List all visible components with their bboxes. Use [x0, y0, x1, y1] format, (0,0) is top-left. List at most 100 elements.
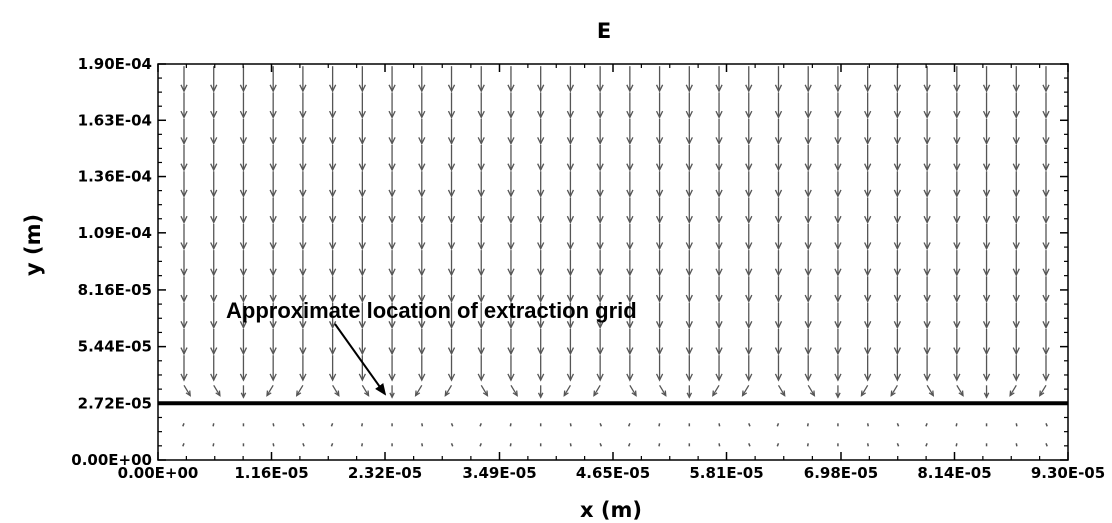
field-arrow — [893, 250, 902, 277]
field-arrow — [596, 355, 604, 382]
field-arrow — [537, 118, 545, 146]
field-arrow — [566, 197, 575, 225]
field-arrow — [477, 92, 485, 119]
field-arrow — [864, 328, 872, 356]
field-arrow — [834, 92, 842, 119]
field-arrow — [537, 276, 545, 303]
field-arrow — [537, 171, 545, 198]
field-arrow — [626, 92, 634, 119]
field-arrow — [983, 385, 990, 399]
field-arrow — [655, 328, 664, 356]
field-arrow — [834, 302, 842, 330]
field-arrow — [447, 223, 456, 251]
y-axis-tick-labels: 0.00E+00 2.72E-05 5.44E-05 8.16E-05 1.09E-04… — [71, 55, 152, 469]
y-axis-title: y (m) — [21, 214, 45, 276]
field-arrow — [685, 66, 693, 93]
field-arrow — [626, 302, 634, 330]
x-tick-label: 2.32E-05 — [348, 464, 422, 482]
field-arrow — [447, 328, 456, 356]
field-arrow — [447, 66, 456, 93]
field-arrow — [507, 223, 515, 251]
field-arrow — [1042, 145, 1050, 172]
field-arrow — [715, 302, 723, 330]
field-arrow — [982, 92, 991, 119]
field-arrow — [982, 355, 991, 382]
field-arrow — [537, 223, 545, 251]
field-arrow-small — [569, 423, 572, 427]
field-arrow — [923, 223, 931, 251]
field-arrow — [418, 197, 426, 225]
field-arrow — [864, 66, 872, 93]
field-arrow-small — [776, 423, 780, 427]
field-arrow — [269, 302, 277, 330]
field-arrow — [537, 197, 545, 225]
field-arrow — [210, 355, 218, 382]
field-arrow — [835, 385, 841, 399]
field-arrow — [566, 276, 575, 303]
field-arrow-small — [627, 423, 631, 427]
field-arrow — [596, 145, 604, 172]
field-arrow — [566, 92, 575, 119]
field-arrow — [210, 92, 218, 119]
field-arrow — [745, 328, 753, 356]
field-arrow — [893, 118, 902, 146]
field-arrow — [477, 302, 485, 330]
field-arrow — [774, 118, 783, 146]
field-arrow — [834, 145, 842, 172]
field-arrow — [358, 92, 366, 119]
field-arrow — [1009, 384, 1017, 397]
field-arrow — [774, 92, 783, 119]
field-arrow — [266, 384, 274, 397]
field-arrow — [210, 145, 218, 172]
field-arrow — [332, 384, 340, 397]
field-arrow-small — [658, 443, 661, 447]
field-arrow-small — [896, 443, 900, 447]
field-arrow — [596, 276, 604, 303]
field-arrow — [1012, 92, 1020, 119]
field-arrow — [447, 355, 456, 382]
field-arrow — [1012, 145, 1020, 172]
field-arrow — [834, 355, 842, 382]
field-arrow — [358, 145, 366, 172]
x-tick-label: 0.00E+00 — [118, 464, 199, 482]
field-arrow — [864, 355, 872, 382]
field-arrow — [180, 223, 188, 251]
field-arrow — [269, 223, 277, 251]
field-arrow — [418, 92, 426, 119]
field-arrow-small — [955, 423, 958, 427]
field-arrow — [180, 118, 188, 146]
field-arrow — [239, 302, 248, 330]
field-arrow — [299, 355, 307, 382]
field-arrow — [804, 250, 812, 277]
field-arrow-small — [182, 443, 185, 447]
field-arrow — [269, 250, 277, 277]
field-arrow — [804, 145, 812, 172]
field-arrow — [807, 384, 816, 397]
field-arrow — [685, 302, 693, 330]
field-arrow — [777, 384, 786, 397]
field-arrow — [804, 328, 812, 356]
field-arrow — [299, 328, 307, 356]
field-arrow — [389, 385, 395, 399]
field-arrow — [537, 66, 545, 93]
field-arrow — [239, 171, 248, 198]
field-arrow — [1012, 171, 1020, 198]
field-arrow — [239, 92, 248, 119]
field-arrow — [745, 223, 753, 251]
field-arrow — [864, 197, 872, 225]
field-arrow-small — [955, 443, 958, 447]
field-arrow — [210, 302, 218, 330]
field-arrow — [745, 302, 753, 330]
field-arrow — [834, 66, 842, 93]
field-arrow — [1012, 118, 1020, 146]
field-arrow — [774, 171, 783, 198]
field-arrow — [864, 145, 872, 172]
field-arrow — [210, 250, 218, 277]
field-arrow — [388, 223, 396, 251]
field-arrow — [923, 328, 931, 356]
field-arrow — [596, 66, 604, 93]
field-arrow — [655, 302, 664, 330]
field-arrow-small — [925, 443, 928, 447]
field-arrow — [239, 355, 248, 382]
field-arrow — [269, 145, 277, 172]
